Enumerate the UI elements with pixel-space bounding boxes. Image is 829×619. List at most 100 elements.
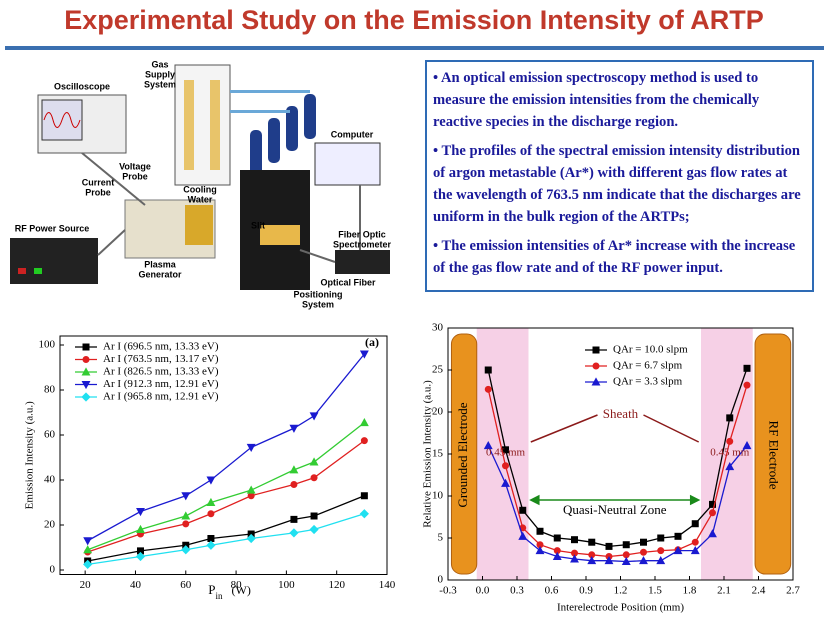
- y-tick-label: 5: [438, 532, 444, 544]
- diagram-label: Optical Fiber: [320, 277, 376, 287]
- series-line: [88, 441, 365, 552]
- marker: [744, 365, 750, 371]
- marker: [675, 533, 681, 539]
- marker: [361, 419, 368, 426]
- annotation: 0.45 mm: [710, 447, 750, 459]
- y-axis-label: Relative Emission Intensity (a.u.): [422, 380, 434, 528]
- gas-cabinet: [175, 65, 230, 185]
- marker: [727, 438, 733, 444]
- marker: [360, 510, 368, 518]
- marker: [311, 513, 317, 519]
- x-tick-label: -0.3: [439, 585, 457, 597]
- diagram-label: Voltage: [119, 161, 151, 171]
- marker: [83, 357, 89, 363]
- lens: [260, 225, 300, 245]
- x-tick-label: 1.8: [683, 585, 697, 597]
- x-tick-label: 60: [180, 579, 192, 591]
- bullet: • The profiles of the spectral emission …: [433, 140, 806, 228]
- marker: [361, 438, 367, 444]
- x-tick-label: 120: [328, 579, 345, 591]
- legend-label: Ar I (763.5 nm, 13.17 eV): [103, 353, 219, 365]
- marker: [291, 516, 297, 522]
- annotation: Sheath: [603, 406, 639, 421]
- legend-label: Ar I (965.8 nm, 12.91 eV): [103, 391, 219, 403]
- diagram-label: Plasma: [144, 259, 177, 269]
- marker: [310, 526, 318, 534]
- x-tick-label: 20: [80, 579, 92, 591]
- rf-source: [10, 238, 98, 284]
- marker: [520, 507, 526, 513]
- y-tick-label: 25: [432, 364, 444, 376]
- marker: [593, 347, 599, 353]
- x-axis-label: in: [216, 591, 224, 601]
- diagram-label: Water: [188, 194, 213, 204]
- marker: [182, 512, 189, 519]
- valve: [184, 80, 194, 170]
- diagram-label: RF Power Source: [15, 223, 90, 233]
- x-tick-label: 40: [130, 579, 142, 591]
- series-line: [88, 496, 365, 561]
- marker: [207, 477, 214, 484]
- x-axis-label: (W): [232, 583, 251, 597]
- marker: [641, 549, 647, 555]
- marker: [83, 344, 89, 350]
- marker: [207, 541, 215, 549]
- x-tick-label: 2.7: [786, 585, 800, 597]
- marker: [248, 493, 254, 499]
- diagram-label: Fiber Optic: [338, 229, 386, 239]
- marker: [137, 509, 144, 516]
- button: [34, 268, 42, 274]
- x-tick-label: 0.6: [545, 585, 559, 597]
- slide: Experimental Study on the Emission Inten…: [0, 0, 829, 619]
- x-tick-label: 0.0: [476, 585, 490, 597]
- marker: [208, 536, 214, 542]
- diagram-label: Oscilloscope: [54, 81, 110, 91]
- x-axis-label: P: [208, 582, 215, 597]
- spectrometer: [335, 250, 390, 274]
- x-tick-label: 1.5: [648, 585, 662, 597]
- gas-line: [230, 90, 310, 93]
- marker: [537, 528, 543, 534]
- annotation: Quasi-Neutral Zone: [563, 502, 667, 517]
- y-tick-label: 30: [432, 322, 444, 334]
- marker: [710, 510, 716, 516]
- marker: [503, 463, 509, 469]
- bullet: • The emission intensities of Ar* increa…: [433, 235, 806, 279]
- marker: [361, 493, 367, 499]
- cylinder: [268, 118, 280, 163]
- marker: [290, 425, 297, 432]
- diagram-label: Current: [82, 177, 115, 187]
- annotation: (a): [365, 335, 379, 349]
- diagram-label: Cooling: [183, 184, 217, 194]
- legend-label: Ar I (912.3 nm, 12.91 eV): [103, 378, 219, 390]
- marker: [589, 539, 595, 545]
- diagram-label: System: [302, 299, 334, 309]
- marker: [606, 543, 612, 549]
- diagram-label: Computer: [331, 129, 374, 139]
- cylinder: [250, 130, 262, 175]
- diagram-label: Slit: [251, 220, 265, 230]
- marker: [692, 521, 698, 527]
- marker: [593, 363, 599, 369]
- x-tick-label: 100: [278, 579, 295, 591]
- diagram-label: Gas: [151, 59, 168, 69]
- marker: [311, 475, 317, 481]
- button: [18, 268, 26, 274]
- series-line: [88, 423, 365, 550]
- marker: [658, 548, 664, 554]
- y-tick-label: 20: [44, 519, 56, 531]
- marker: [485, 386, 491, 392]
- title: Experimental Study on the Emission Inten…: [64, 5, 764, 35]
- annotation: RF Electrode: [766, 421, 781, 490]
- y-tick-label: 80: [44, 384, 56, 396]
- x-tick-label: 0.9: [579, 585, 593, 597]
- computer: [315, 143, 380, 185]
- diagram-label: Probe: [85, 187, 111, 197]
- x-tick-label: 1.2: [614, 585, 628, 597]
- electrode: [185, 205, 213, 245]
- y-axis-label: Emission Intensity (a.u.): [24, 401, 36, 509]
- marker: [485, 367, 491, 373]
- x-tick-label: 2.4: [752, 585, 766, 597]
- annotation: Grounded Electrode: [455, 402, 470, 507]
- marker: [744, 382, 750, 388]
